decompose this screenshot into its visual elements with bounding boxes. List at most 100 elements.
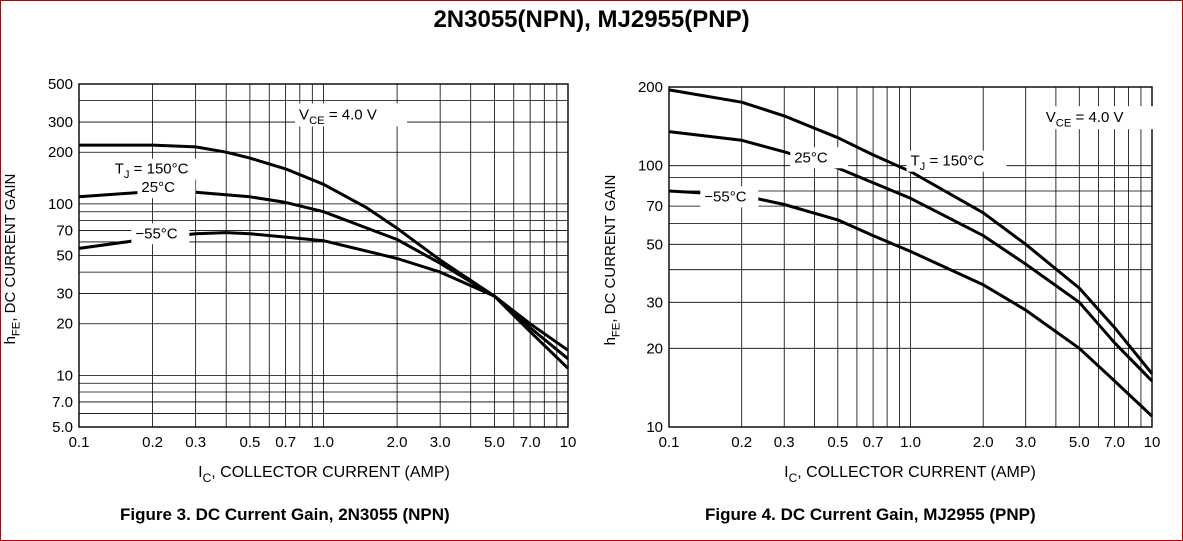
series-label-group-1: 25°C bbox=[790, 147, 849, 169]
x-tick-label: 0.2 bbox=[142, 434, 163, 451]
y-tick-label: 5.0 bbox=[52, 419, 73, 436]
x-axis-label-main: I bbox=[784, 464, 788, 481]
x-tick-label: 0.7 bbox=[863, 434, 884, 451]
series-label-group-0: TJ = 150°C bbox=[906, 150, 1007, 174]
x-tick-label: 5.0 bbox=[484, 434, 505, 451]
y-tick-label: 20 bbox=[56, 316, 73, 333]
vce-annotation: VCE = 4.0 V bbox=[299, 106, 377, 127]
series-label-0: TJ = 150°C bbox=[911, 153, 985, 174]
x-tick-label: 7.0 bbox=[1104, 434, 1125, 451]
series-label-0-rest: = 150°C bbox=[925, 153, 984, 170]
y-axis-label-sub: FE bbox=[11, 321, 23, 336]
y-tick-label: 30 bbox=[646, 294, 663, 311]
series-label-bg bbox=[137, 177, 196, 199]
x-axis-label-sub: C bbox=[789, 471, 798, 485]
series-label-2: −55°C bbox=[704, 188, 746, 205]
y-axis-label-main: h bbox=[2, 336, 19, 344]
x-tick-label: 2.0 bbox=[387, 434, 408, 451]
y-axis-label-sub: FE bbox=[611, 322, 623, 337]
y-tick-label: 50 bbox=[646, 236, 663, 253]
x-tick-label: 2.0 bbox=[973, 434, 994, 451]
y-axis-label: hFE, DC CURRENT GAIN bbox=[602, 175, 623, 346]
y-tick-label: 10 bbox=[56, 367, 73, 384]
series-label-2-main: −55°C bbox=[135, 225, 177, 242]
x-tick-label: 0.5 bbox=[827, 434, 848, 451]
x-tick-label: 1.0 bbox=[313, 434, 334, 451]
vce-annotation-sub: CE bbox=[1056, 118, 1072, 130]
x-tick-label: 10 bbox=[560, 434, 577, 451]
vce-annotation-rest: = 4.0 V bbox=[325, 106, 377, 123]
figure-caption-pnp: Figure 4. DC Current Gain, MJ2955 (PNP) bbox=[705, 505, 1036, 524]
series-label-1: 25°C bbox=[794, 149, 828, 166]
y-tick-label: 70 bbox=[56, 222, 73, 239]
x-tick-label: 0.1 bbox=[659, 434, 680, 451]
x-tick-label: 0.5 bbox=[239, 434, 260, 451]
series-label-group-1: 25°C bbox=[137, 177, 196, 199]
series-line-2 bbox=[668, 189, 1154, 418]
series-label-group-2: −55°C bbox=[700, 186, 759, 208]
y-tick-label: 500 bbox=[48, 76, 73, 93]
series-label-0-rest: = 150°C bbox=[130, 161, 189, 178]
page-title: 2N3055(NPN), MJ2955(PNP) bbox=[433, 6, 750, 33]
vce-annotation-main: V bbox=[299, 106, 309, 123]
series-label-bg bbox=[131, 223, 190, 245]
y-tick-label: 10 bbox=[646, 419, 663, 436]
y-tick-label: 20 bbox=[646, 340, 663, 357]
chart-pnp: 0.1 0.2 0.3 0.5 0.7 1.0 2.0 3.0 5.0 7.0 10 10 20 30 50… bbox=[602, 79, 1161, 485]
series-label-1: 25°C bbox=[141, 179, 175, 196]
plot-border bbox=[668, 86, 1153, 428]
y-tick-label: 7.0 bbox=[52, 394, 73, 411]
y-tick-label: 30 bbox=[56, 286, 73, 303]
series-line-1 bbox=[668, 130, 1154, 383]
vce-annotation-rest: = 4.0 V bbox=[1071, 109, 1123, 126]
vce-annotation-bg bbox=[1041, 106, 1154, 130]
y-axis-label-rest: , DC CURRENT GAIN bbox=[2, 174, 19, 322]
series-label-0: TJ = 150°C bbox=[115, 161, 189, 182]
series-label-bg bbox=[906, 150, 1007, 172]
series-label-bg bbox=[110, 158, 211, 180]
series-label-0-main: T bbox=[911, 153, 920, 170]
x-tick-label: 3.0 bbox=[1015, 434, 1036, 451]
x-tick-label: 0.2 bbox=[731, 434, 752, 451]
vce-annotation: VCE = 4.0 V bbox=[1046, 109, 1124, 130]
y-tick-label: 200 bbox=[48, 144, 73, 161]
figure-caption-npn: Figure 3. DC Current Gain, 2N3055 (NPN) bbox=[120, 505, 450, 524]
x-axis-label: IC, COLLECTOR CURRENT (AMP) bbox=[784, 464, 1036, 485]
x-axis-label-sub: C bbox=[203, 471, 212, 485]
series-label-bg bbox=[790, 147, 849, 169]
series-label-group-0: TJ = 150°C bbox=[110, 158, 211, 182]
series-label-0-sub: J bbox=[920, 161, 926, 173]
x-tick-label: 0.7 bbox=[275, 434, 296, 451]
x-axis-label-rest: , COLLECTOR CURRENT (AMP) bbox=[797, 464, 1036, 481]
series-label-0-sub: J bbox=[124, 169, 130, 181]
x-axis-label-rest: , COLLECTOR CURRENT (AMP) bbox=[211, 464, 450, 481]
x-axis-label: IC, COLLECTOR CURRENT (AMP) bbox=[198, 464, 450, 485]
vce-annotation-sub: CE bbox=[309, 115, 325, 127]
y-axis-label-main: h bbox=[602, 337, 619, 345]
series-label-2-main: −55°C bbox=[704, 188, 746, 205]
x-tick-label: 10 bbox=[1144, 434, 1161, 451]
y-tick-label: 200 bbox=[638, 79, 663, 96]
series-label-1-main: 25°C bbox=[141, 179, 175, 196]
vce-annotation-main: V bbox=[1046, 109, 1056, 126]
x-tick-label: 1.0 bbox=[900, 434, 921, 451]
x-tick-label: 0.3 bbox=[185, 434, 206, 451]
y-tick-label: 100 bbox=[638, 158, 663, 175]
y-tick-label: 70 bbox=[646, 198, 663, 215]
x-tick-label: 7.0 bbox=[520, 434, 541, 451]
y-axis-label: hFE, DC CURRENT GAIN bbox=[2, 174, 23, 345]
y-tick-label: 50 bbox=[56, 248, 73, 265]
x-tick-label: 3.0 bbox=[430, 434, 451, 451]
x-axis-label-main: I bbox=[198, 464, 202, 481]
y-tick-label: 100 bbox=[48, 196, 73, 213]
series-label-2: −55°C bbox=[135, 225, 177, 242]
y-axis-label-rest: , DC CURRENT GAIN bbox=[602, 175, 619, 323]
series-label-1-main: 25°C bbox=[794, 149, 828, 166]
vce-annotation-bg bbox=[295, 103, 408, 127]
chart-npn: 0.1 0.2 0.3 0.5 0.7 1.0 2.0 3.0 5.0 7.0 10 5.0 7.0 10… bbox=[2, 76, 577, 485]
x-tick-label: 0.1 bbox=[69, 434, 90, 451]
x-tick-label: 5.0 bbox=[1069, 434, 1090, 451]
x-tick-label: 0.3 bbox=[774, 434, 795, 451]
series-label-group-2: −55°C bbox=[131, 223, 190, 245]
series-label-0-main: T bbox=[115, 161, 124, 178]
